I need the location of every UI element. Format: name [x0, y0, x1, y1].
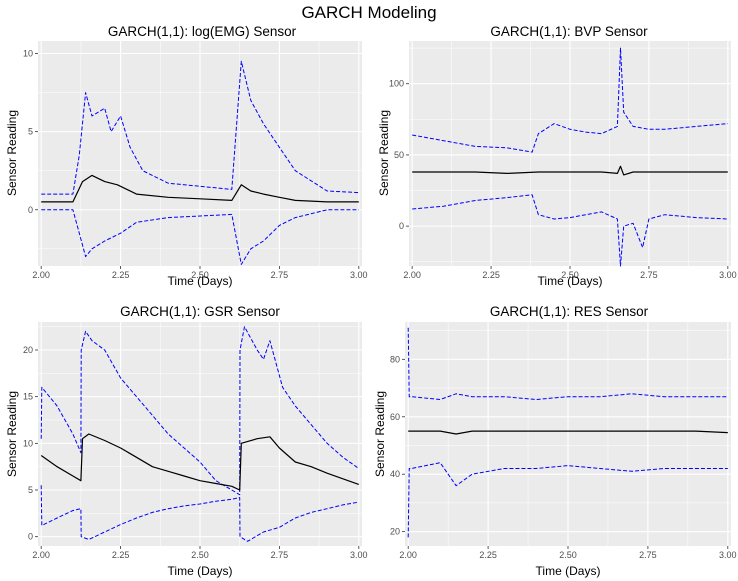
series-mean-line — [40, 433, 359, 491]
series-mean-line — [412, 165, 728, 176]
y-axis-label: Sensor Reading — [5, 110, 19, 196]
x-tick-label: 2.25 — [112, 550, 130, 560]
x-tick-label: 3.00 — [350, 270, 368, 280]
y-axis-label: Sensor Reading — [373, 391, 387, 477]
x-tick-label: 2.50 — [191, 270, 209, 280]
x-tick-label: 3.00 — [719, 550, 737, 560]
series-upper-line — [407, 327, 728, 400]
y-tick-label: 40 — [390, 469, 400, 479]
x-tick-label: 2.00 — [32, 550, 50, 560]
panel-res: GARCH(1,1): RES Sensor 20 40 60 80 2.00 2.25… — [373, 304, 737, 578]
y-tick-label: 0 — [28, 532, 33, 542]
y-tick-label: 5 — [28, 485, 33, 495]
series-upper-line — [412, 47, 728, 153]
x-tick-label: 2.25 — [112, 270, 130, 280]
x-tick-label: 2.50 — [191, 550, 209, 560]
x-tick-label: 2.00 — [399, 550, 417, 560]
series-mean-line — [41, 174, 359, 203]
series — [41, 60, 359, 265]
x-axis-label: Time (Days) — [168, 274, 233, 288]
x-ticks: 2.00 2.25 2.50 2.75 3.00 — [403, 266, 737, 280]
x-axis-label: Time (Days) — [168, 564, 233, 578]
x-axis-label: Time (Days) — [536, 564, 601, 578]
series-lower-line — [40, 485, 359, 542]
series-lower-line — [412, 194, 728, 267]
x-axis-label: Time (Days) — [538, 274, 603, 288]
y-ticks: 20 40 60 80 — [390, 354, 405, 537]
y-tick-label: 80 — [390, 354, 400, 364]
series — [407, 327, 728, 538]
x-tick-label: 2.75 — [640, 270, 658, 280]
y-axis-label: Sensor Reading — [377, 110, 391, 196]
x-tick-label: 3.00 — [350, 550, 368, 560]
panel-title: GARCH(1,1): BVP Sensor — [490, 24, 648, 39]
x-ticks: 2.00 2.25 2.50 2.75 3.00 — [32, 266, 368, 280]
x-tick-label: 2.25 — [479, 550, 497, 560]
y-tick-label: 10 — [23, 438, 33, 448]
series-upper-line — [41, 60, 359, 195]
x-tick-label: 2.00 — [32, 270, 50, 280]
y-ticks: 0 50 100 — [389, 79, 409, 231]
series — [40, 326, 360, 542]
y-tick-label: 0 — [399, 221, 404, 231]
y-tick-label: 60 — [390, 412, 400, 422]
series-upper-line — [40, 326, 360, 496]
series — [412, 47, 728, 267]
x-tick-label: 2.75 — [271, 550, 289, 560]
grid — [38, 322, 362, 546]
panel-gsr: GARCH(1,1): GSR Sensor 0 5 10 15 20 2.00 2.25… — [5, 304, 368, 578]
y-tick-label: 20 — [390, 527, 400, 537]
x-tick-label: 2.00 — [403, 270, 421, 280]
y-tick-label: 15 — [23, 392, 33, 402]
y-ticks: 0 5 10 15 20 — [23, 345, 38, 542]
x-ticks: 2.00 2.25 2.50 2.75 3.00 — [32, 546, 368, 560]
panel-title: GARCH(1,1): log(EMG) Sensor — [108, 24, 297, 39]
y-axis-label: Sensor Reading — [5, 391, 19, 477]
panel-title: GARCH(1,1): RES Sensor — [490, 304, 649, 319]
y-tick-label: 100 — [389, 79, 404, 89]
grid — [409, 41, 731, 266]
panel-emg: GARCH(1,1): log(EMG) Sensor 0 5 10 2.00 2.2… — [5, 24, 368, 288]
y-tick-label: 5 — [28, 127, 33, 137]
y-tick-label: 20 — [23, 345, 33, 355]
y-tick-label: 10 — [23, 49, 33, 59]
x-ticks: 2.00 2.25 2.50 2.75 3.00 — [399, 546, 737, 560]
x-tick-label: 2.75 — [271, 270, 289, 280]
x-tick-label: 2.25 — [482, 270, 500, 280]
x-tick-label: 3.00 — [719, 270, 737, 280]
x-tick-label: 2.50 — [559, 550, 577, 560]
y-tick-label: 50 — [394, 150, 404, 160]
x-tick-label: 2.50 — [561, 270, 579, 280]
series-mean-line — [408, 430, 728, 435]
y-ticks: 0 5 10 — [23, 49, 38, 215]
y-tick-label: 0 — [28, 205, 33, 215]
grid — [405, 322, 731, 546]
figure-title: GARCH Modeling — [301, 3, 436, 22]
panel-title: GARCH(1,1): GSR Sensor — [120, 304, 280, 319]
x-tick-label: 2.75 — [639, 550, 657, 560]
